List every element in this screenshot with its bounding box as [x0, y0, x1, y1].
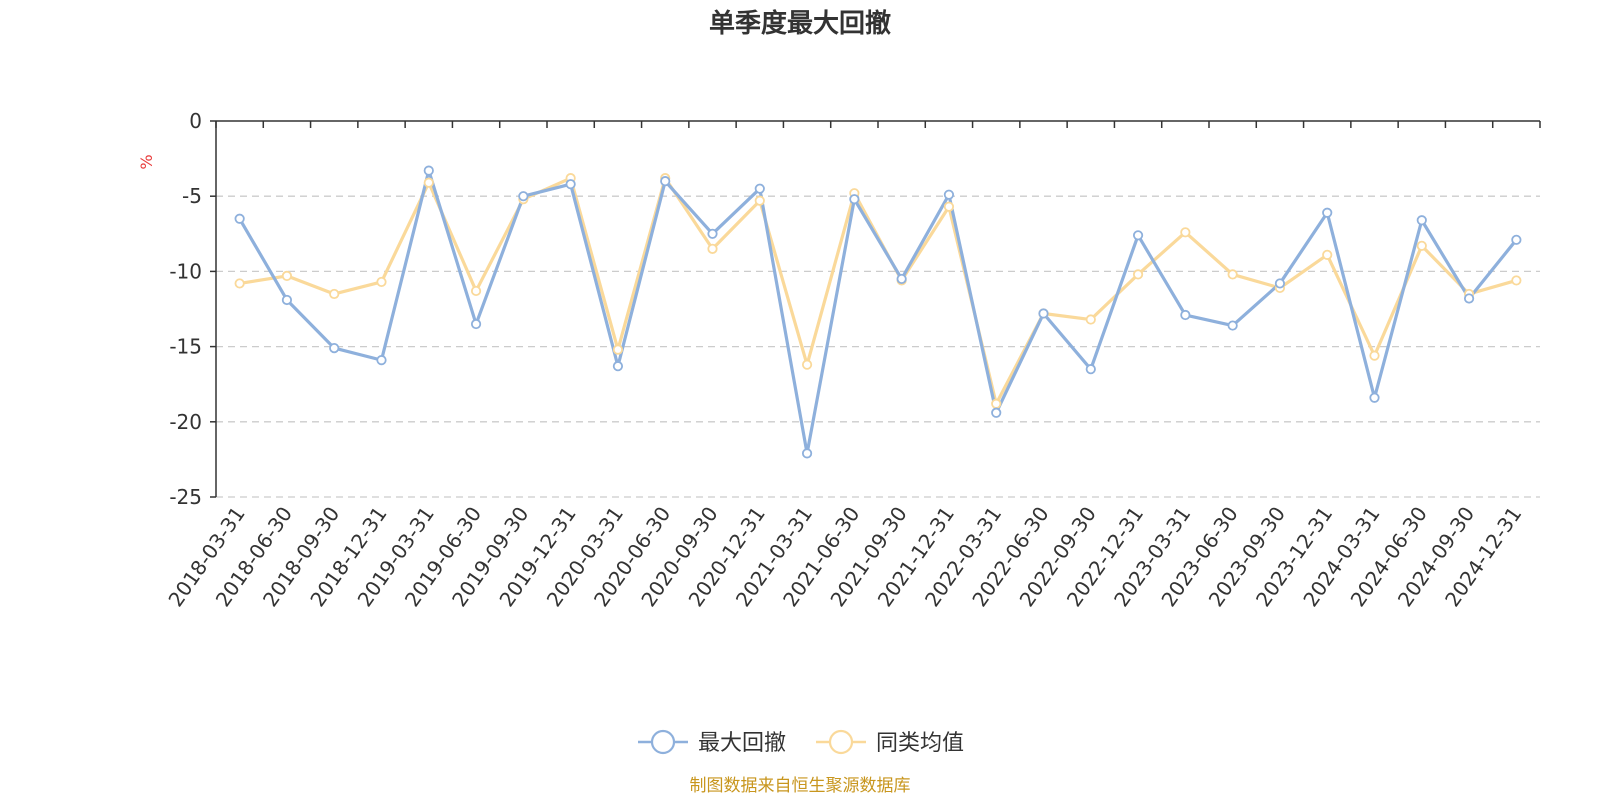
data-point[interactable] [1132, 230, 1144, 241]
data-point[interactable] [1180, 309, 1191, 321]
data-point[interactable] [1085, 364, 1096, 375]
axes: 0-5-10-15-20-252018-03-312018-06-302018-… [163, 109, 1541, 611]
data-point[interactable] [234, 213, 245, 224]
data-point[interactable] [612, 361, 624, 372]
y-tick-label: -10 [169, 259, 202, 283]
data-point[interactable] [801, 448, 813, 459]
data-point[interactable] [707, 228, 718, 239]
data-point[interactable] [281, 294, 293, 306]
legend-item-1[interactable]: 同类均值 [816, 729, 964, 756]
chart-title: 单季度最大回撤 [709, 8, 891, 39]
data-point[interactable] [1463, 293, 1475, 304]
data-point[interactable] [660, 176, 671, 187]
data-point[interactable] [329, 343, 340, 354]
data-point[interactable] [1322, 249, 1333, 260]
data-point[interactable] [612, 344, 624, 355]
data-point[interactable] [1511, 275, 1522, 286]
data-point[interactable] [991, 398, 1002, 409]
data-point[interactable] [234, 278, 245, 289]
data-point[interactable] [376, 355, 387, 366]
data-point[interactable] [1511, 234, 1522, 245]
data-point[interactable] [991, 407, 1002, 418]
y-tick-label: 0 [189, 109, 202, 133]
data-point[interactable] [518, 191, 529, 202]
data-point[interactable] [896, 273, 907, 285]
data-point[interactable] [849, 194, 860, 205]
data-point[interactable] [1416, 240, 1427, 251]
legend-swatch-marker [650, 729, 676, 755]
data-point[interactable] [376, 276, 387, 288]
data-point[interactable] [329, 288, 340, 300]
data-point[interactable] [754, 195, 765, 206]
legend-swatch-marker [828, 729, 854, 755]
legend-item-0[interactable]: 最大回撤 [638, 729, 786, 756]
data-point[interactable] [1085, 314, 1096, 325]
series-layer [234, 165, 1522, 459]
data-point[interactable] [754, 183, 765, 194]
data-point[interactable] [1322, 207, 1333, 218]
data-point[interactable] [943, 201, 955, 212]
data-point[interactable] [1227, 320, 1238, 331]
y-tick-label: -25 [169, 485, 202, 509]
data-point[interactable] [423, 165, 434, 176]
data-point[interactable] [1274, 278, 1286, 289]
data-point[interactable] [1369, 392, 1380, 403]
data-point[interactable] [1180, 227, 1191, 238]
data-point[interactable] [281, 270, 293, 282]
data-point[interactable] [423, 177, 434, 188]
y-axis-unit: % [137, 154, 156, 169]
legend-label: 最大回撤 [698, 731, 786, 756]
data-point[interactable] [1416, 215, 1427, 226]
legend[interactable]: 最大回撤 同类均值 [638, 729, 964, 756]
data-point[interactable] [1369, 350, 1380, 361]
data-point[interactable] [801, 359, 813, 370]
series-line-0 [238, 169, 1518, 455]
y-tick-label: -20 [169, 410, 202, 434]
legend-label: 同类均值 [876, 731, 964, 756]
data-point[interactable] [565, 179, 576, 190]
data-source-note: 制图数据来自恒生聚源数据库 [690, 776, 911, 796]
data-point[interactable] [1132, 269, 1144, 280]
y-tick-label: -5 [182, 184, 202, 208]
data-point[interactable] [470, 285, 482, 297]
data-point[interactable] [707, 243, 718, 254]
data-point[interactable] [470, 318, 482, 330]
data-point[interactable] [1227, 269, 1238, 280]
data-point[interactable] [1038, 308, 1049, 319]
data-point[interactable] [943, 189, 955, 200]
y-tick-label: -15 [169, 335, 202, 359]
